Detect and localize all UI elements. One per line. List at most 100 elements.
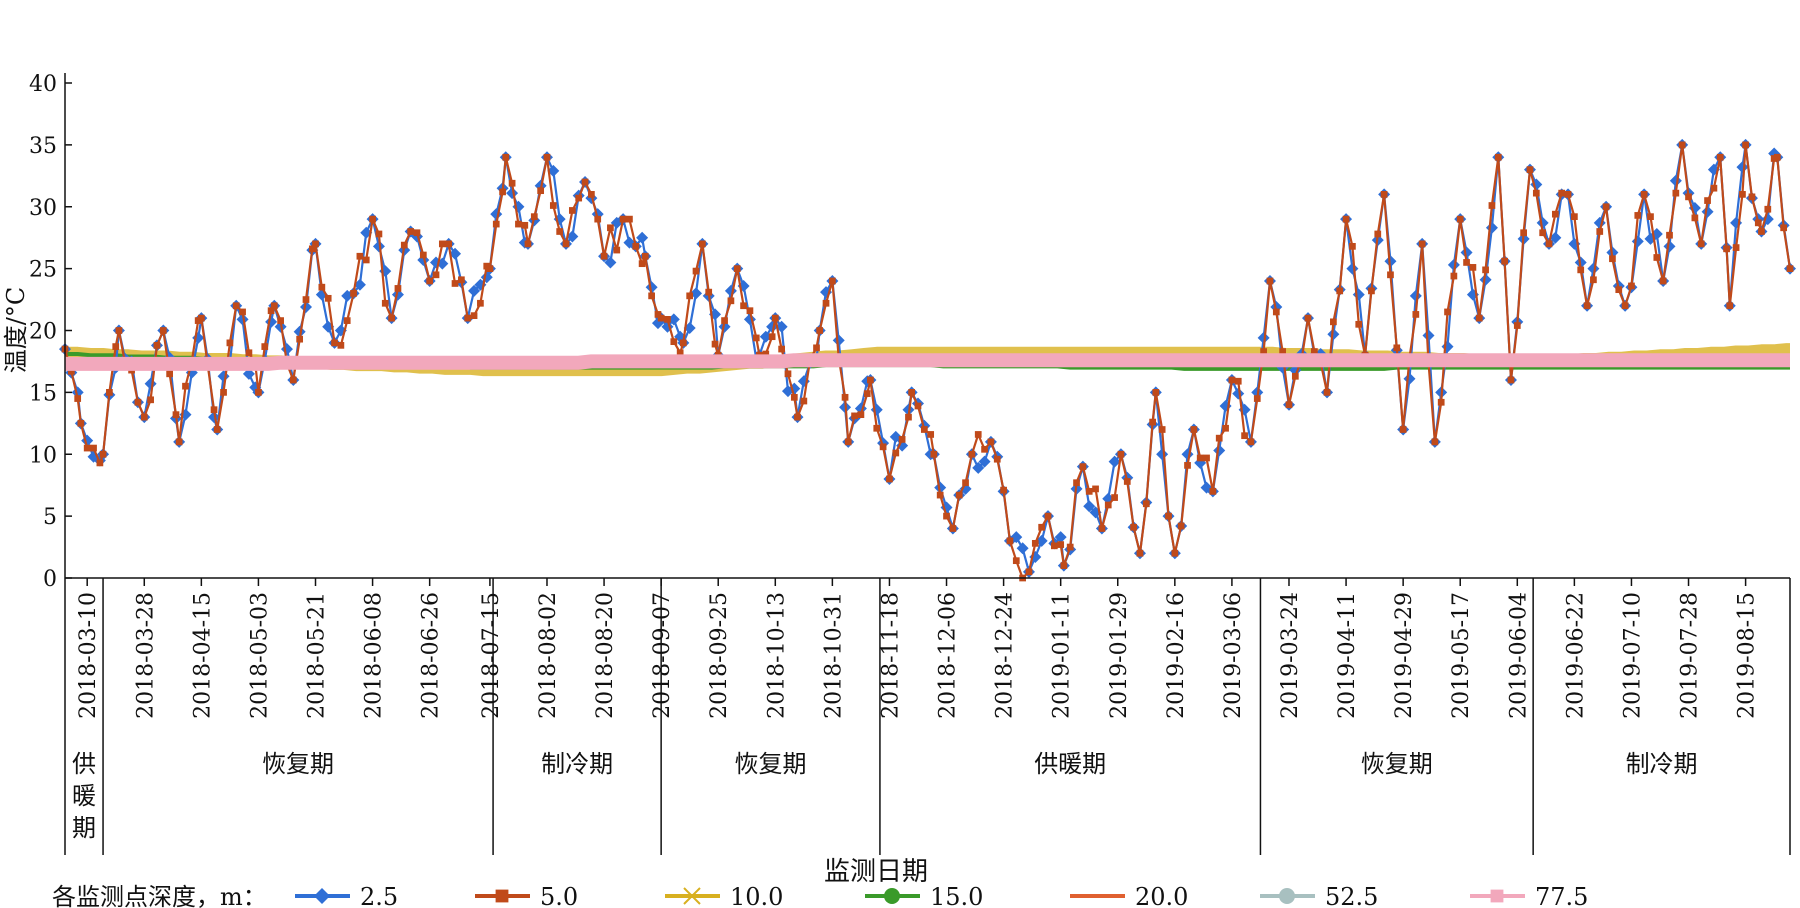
point-5-0 <box>841 393 849 401</box>
point-2-5 <box>636 231 649 244</box>
point-5-0 <box>83 444 91 452</box>
point-5-0 <box>388 314 395 322</box>
point-5-0 <box>1050 542 1058 550</box>
point-5-0 <box>962 479 969 487</box>
point-5-0 <box>1098 525 1106 532</box>
point-5-0 <box>993 455 1001 463</box>
point-5-0 <box>568 207 576 214</box>
point-5-0 <box>1196 454 1204 462</box>
period-label: 供暖期 <box>72 750 96 842</box>
point-5-0 <box>733 265 741 272</box>
point-2-5 <box>1422 329 1435 342</box>
point-5-0 <box>641 252 649 260</box>
point-5-0 <box>692 267 700 275</box>
x-tick-label: 2019-06-22 <box>1563 592 1588 719</box>
point-2-5 <box>1403 372 1416 385</box>
point-5-0 <box>1539 229 1547 237</box>
point-2-5 <box>299 300 312 313</box>
point-2-5 <box>265 315 278 328</box>
point-5-0 <box>562 240 570 248</box>
period-label: 恢复期 <box>1361 750 1433 778</box>
point-5-0 <box>1640 191 1648 198</box>
point-5-0 <box>350 290 357 297</box>
point-5-0 <box>331 339 338 347</box>
point-5-0 <box>1678 141 1686 149</box>
point-5-0 <box>908 389 916 396</box>
point-5-0 <box>1437 398 1445 406</box>
point-5-0 <box>943 512 950 520</box>
point-5-0 <box>955 491 963 499</box>
legend-title: 各监测点深度，m： <box>52 883 267 908</box>
point-5-0 <box>594 215 602 223</box>
point-5-0 <box>1450 272 1458 280</box>
point-5-0 <box>318 283 326 291</box>
point-5-0 <box>400 241 408 249</box>
point-5-0 <box>337 341 345 349</box>
point-2-5 <box>372 240 385 253</box>
point-5-0 <box>1628 282 1635 290</box>
point-5-0 <box>232 302 240 310</box>
point-5-0 <box>1234 377 1242 385</box>
point-5-0 <box>182 382 189 390</box>
point-2-5 <box>1327 328 1340 341</box>
point-2-5 <box>1232 387 1245 400</box>
point-5-0 <box>312 240 319 248</box>
point-5-0 <box>1149 418 1156 426</box>
x-tick-label: 2018-12-06 <box>936 592 961 719</box>
point-5-0 <box>1469 264 1477 271</box>
point-2-5 <box>1485 221 1498 234</box>
point-5-0 <box>413 229 421 237</box>
point-2-5 <box>1257 331 1270 344</box>
y-tick-label: 20 <box>29 320 57 345</box>
point-5-0 <box>267 307 275 315</box>
point-5-0 <box>699 240 706 248</box>
point-5-0 <box>1513 322 1521 329</box>
point-5-0 <box>1374 230 1382 238</box>
x-tick-label: 2019-06-04 <box>1506 592 1531 719</box>
x-tick-label: 2018-06-26 <box>419 592 444 719</box>
point-5-0 <box>1130 523 1137 531</box>
point-2-5 <box>208 411 221 424</box>
point-5-0 <box>1279 348 1287 355</box>
point-5-0 <box>1073 479 1080 487</box>
x-tick-label: 2018-08-02 <box>536 592 561 719</box>
point-5-0 <box>147 396 154 404</box>
x-tick-label: 2019-03-06 <box>1221 592 1246 719</box>
point-5-0 <box>1634 212 1642 219</box>
legend-label: 2.5 <box>360 883 398 908</box>
point-5-0 <box>1716 153 1724 161</box>
point-5-0 <box>369 215 376 223</box>
point-5-0 <box>1475 314 1483 322</box>
point-5-0 <box>1723 245 1730 253</box>
point-5-0 <box>1577 266 1585 274</box>
legend-swatch-marker <box>495 889 509 903</box>
point-5-0 <box>638 260 646 268</box>
point-5-0 <box>1184 462 1191 469</box>
point-5-0 <box>905 413 912 421</box>
point-2-5 <box>1587 262 1600 275</box>
point-2-5 <box>1479 273 1492 286</box>
point-5-0 <box>1142 500 1150 508</box>
point-5-0 <box>1732 244 1740 251</box>
y-tick-label: 35 <box>29 134 57 159</box>
x-tick-label: 2018-05-03 <box>247 592 272 719</box>
point-5-0 <box>914 402 922 410</box>
point-5-0 <box>1222 424 1229 432</box>
legend-item: 20.0 <box>1070 883 1188 908</box>
point-5-0 <box>537 187 545 195</box>
point-2-5 <box>217 370 230 383</box>
point-5-0 <box>197 314 205 322</box>
point-5-0 <box>112 343 120 350</box>
point-5-0 <box>245 349 253 357</box>
x-tick-label: 2019-07-28 <box>1678 592 1703 719</box>
x-axis-label: 监测日期 <box>824 857 928 887</box>
point-5-0 <box>153 341 161 349</box>
point-5-0 <box>239 308 246 316</box>
point-5-0 <box>1241 432 1248 440</box>
point-2-5 <box>1631 235 1644 248</box>
point-5-0 <box>844 438 852 446</box>
point-5-0 <box>1532 189 1540 197</box>
period-label: 制冷期 <box>541 750 613 778</box>
legend-item: 5.0 <box>475 883 578 908</box>
point-2-5 <box>1083 500 1096 513</box>
